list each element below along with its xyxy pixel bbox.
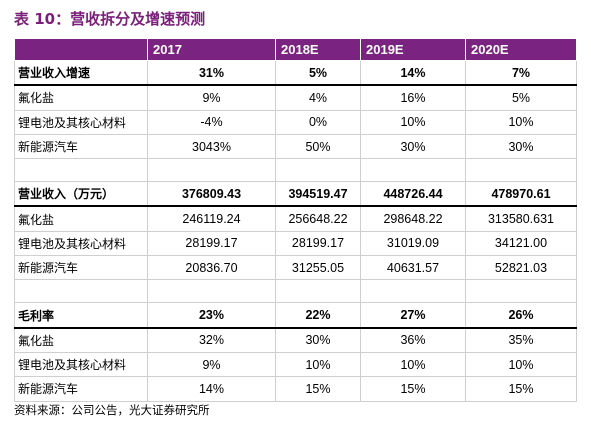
column-header: 2019E — [360, 38, 466, 61]
empty-cell — [275, 158, 361, 183]
empty-cell — [465, 158, 577, 183]
table-row: 氟化盐 246119.24 256648.22 298648.22 313580.631 — [14, 205, 577, 232]
row-label: 新能源汽车 — [14, 133, 148, 160]
row-value: 40631.57 — [360, 255, 466, 281]
table-row: 锂电池及其核心材料 28199.17 28199.17 31019.09 34121.0… — [14, 230, 577, 257]
row-value: 16% — [360, 84, 466, 111]
empty-cell — [275, 279, 361, 304]
table-title: 表 10：营收拆分及增速预测 — [14, 10, 206, 28]
column-header — [14, 38, 148, 61]
row-value: 10% — [360, 351, 466, 378]
forecast-table: 2017 2018E 2019E 2020E 营业收入增速 31% 5% 14% 7% 氟化盐 9%… — [14, 38, 577, 402]
row-label: 锂电池及其核心材料 — [14, 109, 148, 135]
section-value: 26% — [465, 302, 577, 329]
row-value: 32% — [147, 327, 276, 353]
table-row: 新能源汽车 14% 15% 15% 15% — [14, 376, 577, 402]
section-value: 394519.47 — [275, 181, 361, 208]
table-row: 氟化盐 9% 4% 16% 5% — [14, 84, 577, 111]
row-label: 新能源汽车 — [14, 255, 148, 281]
row-value: 30% — [275, 327, 361, 353]
row-value: 246119.24 — [147, 205, 276, 232]
row-value: 256648.22 — [275, 205, 361, 232]
section-value: 448726.44 — [360, 181, 466, 208]
table-row: 锂电池及其核心材料 -4% 0% 10% 10% — [14, 109, 577, 135]
section-value: 31% — [147, 60, 276, 87]
spacer-row — [14, 279, 577, 304]
table-row: 新能源汽车 3043% 50% 30% 30% — [14, 133, 577, 160]
row-label: 新能源汽车 — [14, 376, 148, 402]
row-value: 3043% — [147, 133, 276, 160]
section-value: 5% — [275, 60, 361, 87]
row-label: 锂电池及其核心材料 — [14, 230, 148, 257]
column-header: 2020E — [465, 38, 577, 61]
row-value: 15% — [360, 376, 466, 402]
row-label: 氟化盐 — [14, 205, 148, 232]
section-label: 营业收入（万元） — [14, 181, 148, 208]
section-value: 7% — [465, 60, 577, 87]
section-label: 营业收入增速 — [14, 60, 148, 87]
section-heading-row: 营业收入（万元） 376809.43 394519.47 448726.44 47897… — [14, 181, 577, 208]
row-value: 31019.09 — [360, 230, 466, 257]
row-value: 31255.05 — [275, 255, 361, 281]
empty-cell — [14, 158, 148, 183]
spacer-row — [14, 158, 577, 183]
source-note: 资料来源：公司公告，光大证券研究所 — [14, 403, 210, 417]
row-value: 313580.631 — [465, 205, 577, 232]
empty-cell — [360, 158, 466, 183]
column-header: 2017 — [147, 38, 276, 61]
row-value: 52821.03 — [465, 255, 577, 281]
row-value: 14% — [147, 376, 276, 402]
header-row: 2017 2018E 2019E 2020E — [14, 38, 577, 61]
table-row: 氟化盐 32% 30% 36% 35% — [14, 327, 577, 353]
row-value: 0% — [275, 109, 361, 135]
section-label: 毛利率 — [14, 302, 148, 329]
row-value: 10% — [275, 351, 361, 378]
section-value: 23% — [147, 302, 276, 329]
row-value: 10% — [465, 109, 577, 135]
section-value: 22% — [275, 302, 361, 329]
row-label: 氟化盐 — [14, 327, 148, 353]
row-value: 10% — [360, 109, 466, 135]
row-value: 15% — [465, 376, 577, 402]
column-header: 2018E — [275, 38, 361, 61]
row-value: 30% — [465, 133, 577, 160]
row-value: 35% — [465, 327, 577, 353]
empty-cell — [14, 279, 148, 304]
section-value: 14% — [360, 60, 466, 87]
row-value: 28199.17 — [147, 230, 276, 257]
row-value: 36% — [360, 327, 466, 353]
row-value: 10% — [465, 351, 577, 378]
empty-cell — [147, 279, 276, 304]
section-heading-row: 营业收入增速 31% 5% 14% 7% — [14, 60, 577, 87]
row-value: 9% — [147, 84, 276, 111]
empty-cell — [360, 279, 466, 304]
row-value: 20836.70 — [147, 255, 276, 281]
row-value: 30% — [360, 133, 466, 160]
row-value: 9% — [147, 351, 276, 378]
table-row: 新能源汽车 20836.70 31255.05 40631.57 52821.03 — [14, 255, 577, 281]
row-value: 50% — [275, 133, 361, 160]
empty-cell — [465, 279, 577, 304]
row-value: -4% — [147, 109, 276, 135]
row-value: 4% — [275, 84, 361, 111]
row-label: 氟化盐 — [14, 84, 148, 111]
section-value: 27% — [360, 302, 466, 329]
row-value: 298648.22 — [360, 205, 466, 232]
empty-cell — [147, 158, 276, 183]
section-value: 478970.61 — [465, 181, 577, 208]
row-value: 15% — [275, 376, 361, 402]
row-label: 锂电池及其核心材料 — [14, 351, 148, 378]
section-value: 376809.43 — [147, 181, 276, 208]
row-value: 5% — [465, 84, 577, 111]
row-value: 34121.00 — [465, 230, 577, 257]
row-value: 28199.17 — [275, 230, 361, 257]
section-heading-row: 毛利率 23% 22% 27% 26% — [14, 302, 577, 329]
table-row: 锂电池及其核心材料 9% 10% 10% 10% — [14, 351, 577, 378]
